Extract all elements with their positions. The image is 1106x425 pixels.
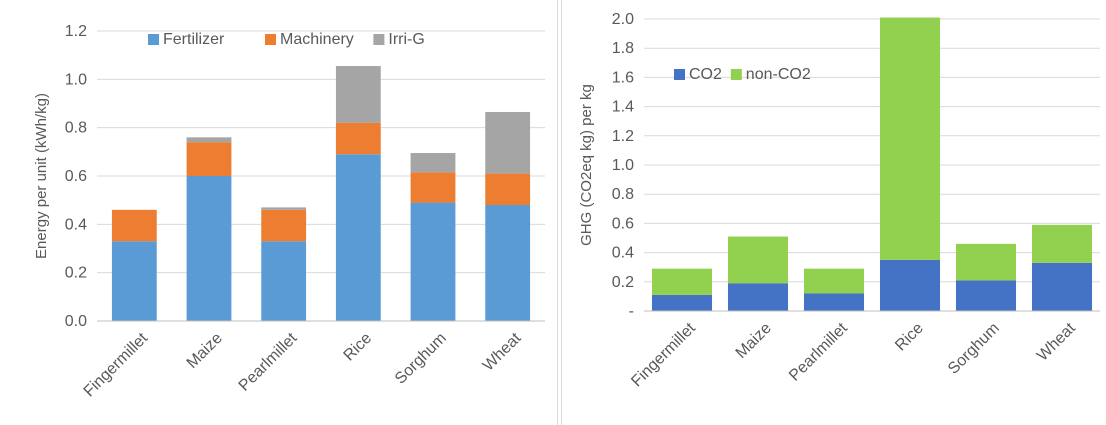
y-tick-label: 0.0 xyxy=(65,313,87,330)
energy-chart-panel: 0.0 0.2 0.4 0.6 0.8 1.0 1.2 Fingermillet Maize Pe… xyxy=(33,0,558,425)
x-category-label: Fingermillet xyxy=(81,329,152,400)
bar-fertilizer-sorghum xyxy=(410,202,456,321)
x-category-label: Wheat xyxy=(1034,319,1079,364)
legend-swatch-irri-g xyxy=(373,34,385,45)
bar-co2-maize xyxy=(727,283,789,311)
bar-non-co2-fingermillet xyxy=(651,268,713,295)
bar-machinery-maize xyxy=(186,142,232,176)
bar-machinery-wheat xyxy=(485,173,531,205)
y-tick-label: 1.0 xyxy=(65,71,87,88)
legend-label-co2: CO2 xyxy=(689,66,722,83)
y-tick-label: 0.4 xyxy=(65,216,87,233)
y-tick-label: 0.2 xyxy=(612,274,634,291)
bar-irri-g-wheat xyxy=(485,111,531,174)
bar-fertilizer-maize xyxy=(186,176,232,321)
y-tick-label: 1.4 xyxy=(612,99,634,116)
energy-chart: 0.0 0.2 0.4 0.6 0.8 1.0 1.2 Fingermillet Maize Pe… xyxy=(33,23,545,400)
x-category-label: Sorghum xyxy=(945,320,1003,378)
ghg-chart: - 0.2 0.4 0.6 0.8 1.0 1.2 1.4 1.6 1.8 2.0 Fingermil… xyxy=(578,11,1100,390)
ghg-chart-panel: - 0.2 0.4 0.6 0.8 1.0 1.2 1.4 1.6 1.8 2.0 Fingermil… xyxy=(561,0,1106,425)
bar-non-co2-pearlmillet xyxy=(803,268,865,294)
x-category-label: Maize xyxy=(184,330,226,372)
bar-fertilizer-rice xyxy=(335,154,381,321)
y-tick-label: 0.6 xyxy=(612,215,634,232)
y-tick-label: 1.2 xyxy=(65,23,87,40)
y-tick-label: 0.6 xyxy=(65,168,87,185)
y-axis-title: GHG (CO2eq kg) per kg xyxy=(578,84,595,246)
bar-non-co2-maize xyxy=(727,236,789,284)
bar-non-co2-rice xyxy=(879,17,941,260)
bar-non-co2-sorghum xyxy=(955,243,1017,281)
bar-fertilizer-fingermillet xyxy=(111,241,157,321)
y-tick-label: 1.0 xyxy=(612,157,634,174)
x-category-label: Maize xyxy=(733,320,775,362)
y-tick-label: 0.8 xyxy=(65,120,87,137)
legend-label-machinery: Machinery xyxy=(280,31,354,48)
y-tick-label: 1.6 xyxy=(612,69,634,86)
bar-co2-fingermillet xyxy=(651,294,713,311)
x-category-label: Fingermillet xyxy=(628,319,699,390)
x-category-label: Pearlmillet xyxy=(786,319,851,384)
legend-swatch-fertilizer xyxy=(148,34,159,45)
y-tick-label: 1.8 xyxy=(612,40,634,57)
legend-swatch-co2 xyxy=(674,69,685,80)
bar-machinery-sorghum xyxy=(410,172,456,203)
x-category-label: Rice xyxy=(341,330,376,365)
bar-irri-g-maize xyxy=(186,137,232,143)
bar-fertilizer-pearlmillet xyxy=(261,241,307,321)
x-category-label: Wheat xyxy=(480,329,525,374)
bar-fertilizer-wheat xyxy=(485,205,531,321)
legend-label-irri-g: Irri-G xyxy=(388,31,424,48)
x-category-label: Rice xyxy=(892,320,927,355)
bar-co2-sorghum xyxy=(955,280,1017,311)
bar-machinery-rice xyxy=(335,122,381,155)
y-tick-label: 0.4 xyxy=(612,245,634,262)
y-axis-title: Energy per unit (kWh/kg) xyxy=(33,93,50,259)
bar-irri-g-rice xyxy=(335,66,381,123)
legend-swatch-non-co2 xyxy=(730,69,742,80)
x-category-label: Sorghum xyxy=(392,330,450,388)
y-tick-label: 1.2 xyxy=(612,128,634,145)
y-tick-label: 0.8 xyxy=(612,186,634,203)
y-tick-label: 2.0 xyxy=(612,11,634,28)
bar-machinery-fingermillet xyxy=(111,209,157,242)
bar-irri-g-sorghum xyxy=(410,153,456,173)
legend-label-fertilizer: Fertilizer xyxy=(163,31,225,48)
x-category-label: Pearlmillet xyxy=(236,329,301,394)
y-tick-label: - xyxy=(629,303,634,320)
bar-co2-rice xyxy=(879,259,941,311)
bar-co2-wheat xyxy=(1031,262,1093,311)
bar-co2-pearlmillet xyxy=(803,293,865,311)
y-tick-label: 0.2 xyxy=(65,265,87,282)
bar-machinery-pearlmillet xyxy=(261,209,307,242)
bar-irri-g-pearlmillet xyxy=(261,207,307,210)
legend-label-non-co2: non-CO2 xyxy=(746,66,811,83)
legend-swatch-machinery xyxy=(265,34,276,45)
bar-non-co2-wheat xyxy=(1031,224,1093,263)
